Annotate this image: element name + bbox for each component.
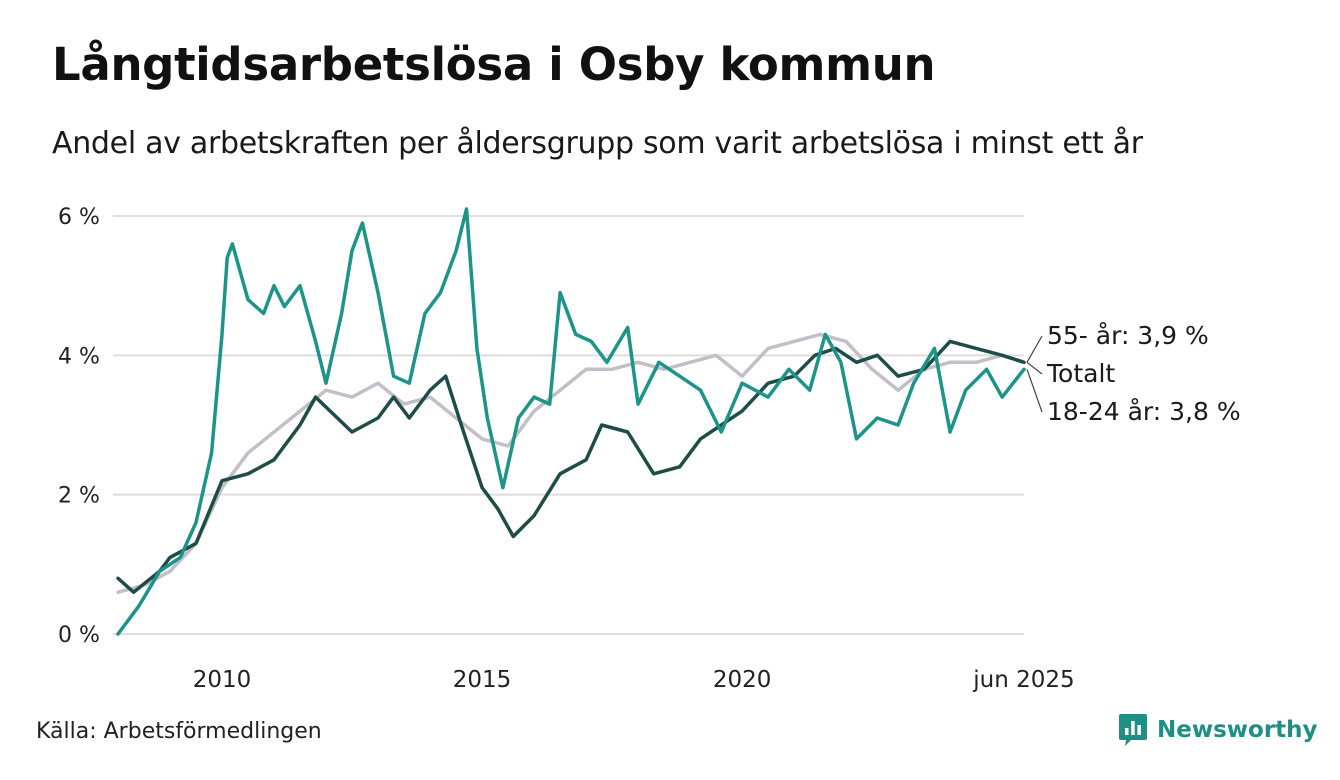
source-note: Källa: Arbetsförmedlingen [36,719,322,744]
y-tick-label: 4 % [58,344,100,369]
brand-logo[interactable]: Newsworthy [1118,713,1318,747]
brand-name: Newsworthy [1157,717,1318,743]
y-tick-label: 0 % [58,623,100,648]
x-tick-label: 2015 [453,667,512,693]
end-label-leader [1026,369,1043,413]
series-end-label: 55- år: 3,9 % [1047,321,1209,350]
x-tick-label: 2020 [713,667,772,693]
series-line-total [116,332,1026,594]
chart-subtitle: Andel av arbetskraften per åldersgrupp s… [52,126,1143,161]
series-end-label: 18-24 år: 3,8 % [1047,397,1241,426]
end-label-leader [1026,335,1043,363]
chart-title: Långtidsarbetslösa i Osby kommun [52,38,936,91]
y-tick-label: 2 % [58,484,100,509]
x-tick-label: 2010 [193,667,252,693]
series-end-label: Totalt [1046,359,1115,388]
series-line-55 [116,339,1026,594]
end-label-leader [1026,361,1043,375]
series-line-18-24 [116,207,1026,636]
y-tick-label: 6 % [58,205,100,230]
newsworthy-logo-icon [1119,714,1147,746]
x-tick-label: jun 2025 [972,667,1074,693]
